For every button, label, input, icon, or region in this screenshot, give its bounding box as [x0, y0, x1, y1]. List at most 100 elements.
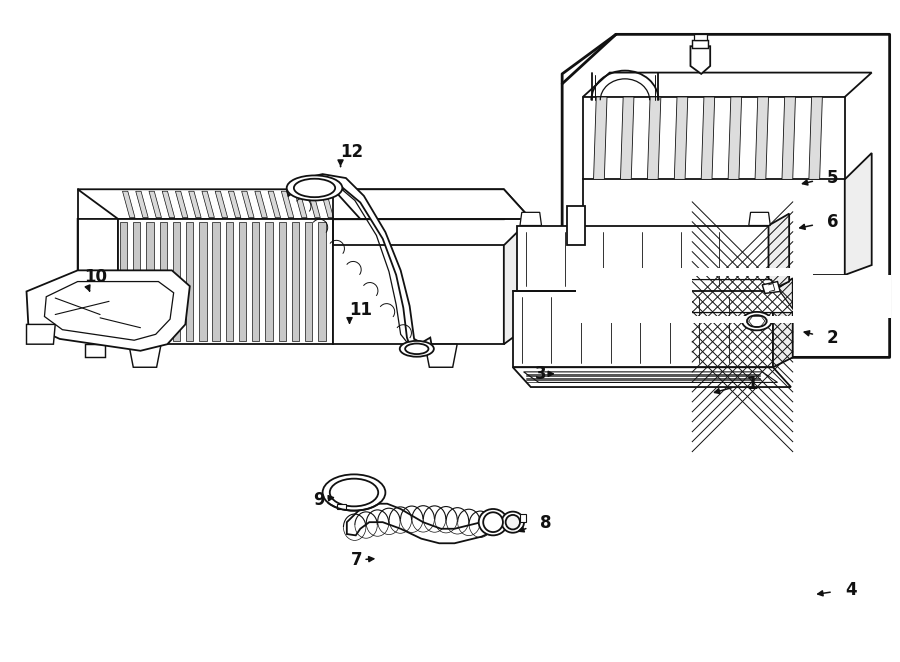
- Ellipse shape: [506, 515, 520, 530]
- Polygon shape: [176, 191, 188, 218]
- Bar: [576, 275, 782, 318]
- Polygon shape: [518, 226, 769, 291]
- Ellipse shape: [742, 312, 771, 330]
- Polygon shape: [583, 179, 845, 275]
- Polygon shape: [647, 97, 661, 179]
- Polygon shape: [173, 222, 180, 341]
- Polygon shape: [762, 281, 780, 293]
- Polygon shape: [77, 219, 118, 344]
- Polygon shape: [241, 191, 254, 218]
- Text: 9: 9: [313, 491, 325, 509]
- Polygon shape: [576, 275, 809, 318]
- Text: 11: 11: [349, 301, 373, 319]
- Polygon shape: [85, 344, 104, 357]
- Polygon shape: [133, 222, 140, 341]
- Polygon shape: [212, 222, 220, 341]
- Polygon shape: [346, 504, 504, 544]
- Polygon shape: [513, 367, 791, 387]
- Polygon shape: [690, 46, 710, 74]
- Text: 5: 5: [827, 169, 838, 187]
- Polygon shape: [728, 97, 742, 179]
- Text: 2: 2: [827, 328, 839, 347]
- Ellipse shape: [501, 512, 524, 533]
- Ellipse shape: [483, 512, 503, 532]
- Polygon shape: [268, 191, 281, 218]
- Polygon shape: [337, 504, 346, 509]
- Ellipse shape: [294, 179, 335, 197]
- Polygon shape: [215, 191, 228, 218]
- Polygon shape: [587, 279, 796, 312]
- Polygon shape: [620, 97, 634, 179]
- Polygon shape: [305, 222, 312, 341]
- Polygon shape: [186, 222, 194, 341]
- Polygon shape: [769, 214, 789, 291]
- Ellipse shape: [747, 315, 767, 327]
- Text: 4: 4: [845, 581, 857, 599]
- Polygon shape: [255, 191, 267, 218]
- Bar: [576, 316, 814, 323]
- Polygon shape: [694, 34, 706, 40]
- Polygon shape: [136, 191, 149, 218]
- Text: 12: 12: [340, 143, 364, 161]
- Ellipse shape: [405, 344, 428, 354]
- Polygon shape: [692, 40, 708, 48]
- Text: 6: 6: [827, 213, 838, 231]
- Polygon shape: [755, 97, 769, 179]
- Polygon shape: [513, 291, 773, 367]
- Polygon shape: [333, 189, 531, 219]
- Polygon shape: [162, 191, 175, 218]
- Bar: [576, 275, 692, 318]
- Text: 3: 3: [536, 365, 547, 383]
- Polygon shape: [149, 191, 161, 218]
- Polygon shape: [118, 219, 333, 344]
- Polygon shape: [294, 191, 307, 218]
- Text: 10: 10: [84, 268, 107, 286]
- Polygon shape: [287, 174, 432, 351]
- Bar: [576, 268, 814, 276]
- Polygon shape: [333, 246, 504, 344]
- Polygon shape: [701, 97, 715, 179]
- Polygon shape: [282, 191, 293, 218]
- Polygon shape: [845, 153, 872, 275]
- Polygon shape: [252, 222, 259, 341]
- Polygon shape: [594, 97, 607, 179]
- Polygon shape: [26, 270, 190, 351]
- Polygon shape: [279, 222, 286, 341]
- Polygon shape: [674, 97, 688, 179]
- Polygon shape: [321, 191, 334, 218]
- Ellipse shape: [329, 479, 378, 506]
- Polygon shape: [229, 191, 241, 218]
- Polygon shape: [199, 222, 206, 341]
- Polygon shape: [202, 191, 214, 218]
- Polygon shape: [292, 222, 299, 341]
- Polygon shape: [504, 219, 531, 344]
- Polygon shape: [520, 213, 542, 226]
- Polygon shape: [319, 222, 326, 341]
- Polygon shape: [749, 213, 770, 226]
- Polygon shape: [266, 222, 273, 341]
- Polygon shape: [77, 189, 531, 219]
- Polygon shape: [809, 97, 823, 179]
- Polygon shape: [226, 222, 233, 341]
- Polygon shape: [159, 222, 166, 341]
- Ellipse shape: [479, 509, 508, 536]
- Ellipse shape: [322, 475, 385, 510]
- Polygon shape: [122, 191, 135, 218]
- Polygon shape: [189, 191, 202, 218]
- Text: 8: 8: [540, 514, 551, 532]
- Polygon shape: [129, 344, 161, 367]
- Bar: [793, 275, 891, 318]
- Polygon shape: [782, 97, 796, 179]
- Polygon shape: [773, 278, 793, 367]
- Polygon shape: [44, 281, 174, 340]
- Ellipse shape: [287, 175, 342, 201]
- Polygon shape: [147, 222, 154, 341]
- Polygon shape: [308, 191, 320, 218]
- Polygon shape: [583, 73, 872, 97]
- Polygon shape: [26, 324, 55, 344]
- Polygon shape: [520, 514, 526, 522]
- Polygon shape: [120, 222, 127, 341]
- Polygon shape: [238, 222, 247, 341]
- Polygon shape: [425, 344, 457, 367]
- Polygon shape: [567, 206, 585, 246]
